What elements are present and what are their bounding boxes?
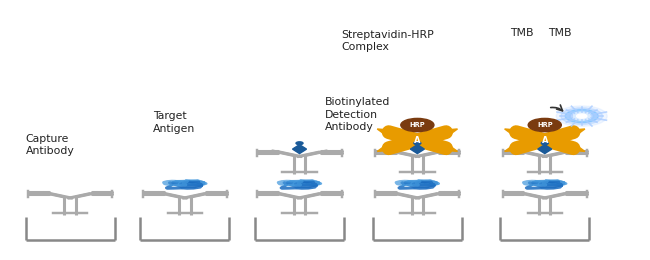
Polygon shape (377, 129, 393, 134)
Text: Biotinylated
Detection
Antibody: Biotinylated Detection Antibody (325, 97, 391, 132)
Polygon shape (538, 145, 552, 154)
Text: HRP: HRP (537, 122, 552, 128)
Polygon shape (504, 129, 521, 134)
Polygon shape (569, 146, 585, 151)
Circle shape (577, 114, 587, 118)
Text: Streptavidin-HRP
Complex: Streptavidin-HRP Complex (341, 30, 434, 52)
Polygon shape (410, 145, 424, 154)
Polygon shape (292, 145, 307, 154)
Circle shape (556, 106, 607, 126)
Text: A: A (414, 136, 421, 145)
Circle shape (571, 112, 592, 120)
Text: TMB: TMB (510, 28, 533, 38)
Circle shape (528, 118, 562, 132)
Circle shape (401, 118, 434, 132)
Polygon shape (441, 129, 458, 134)
Text: TMB: TMB (548, 28, 571, 38)
Circle shape (414, 142, 421, 145)
Circle shape (573, 113, 590, 119)
Polygon shape (377, 146, 393, 151)
Circle shape (565, 109, 598, 123)
Circle shape (561, 108, 603, 125)
Circle shape (541, 142, 548, 145)
Circle shape (569, 111, 594, 121)
Polygon shape (569, 129, 585, 134)
Text: A: A (541, 136, 548, 145)
Polygon shape (504, 146, 521, 151)
Text: Capture
Antibody: Capture Antibody (25, 134, 74, 157)
Text: Target
Antigen: Target Antigen (153, 111, 195, 134)
Circle shape (296, 142, 303, 145)
Polygon shape (441, 146, 458, 151)
Text: HRP: HRP (410, 122, 425, 128)
